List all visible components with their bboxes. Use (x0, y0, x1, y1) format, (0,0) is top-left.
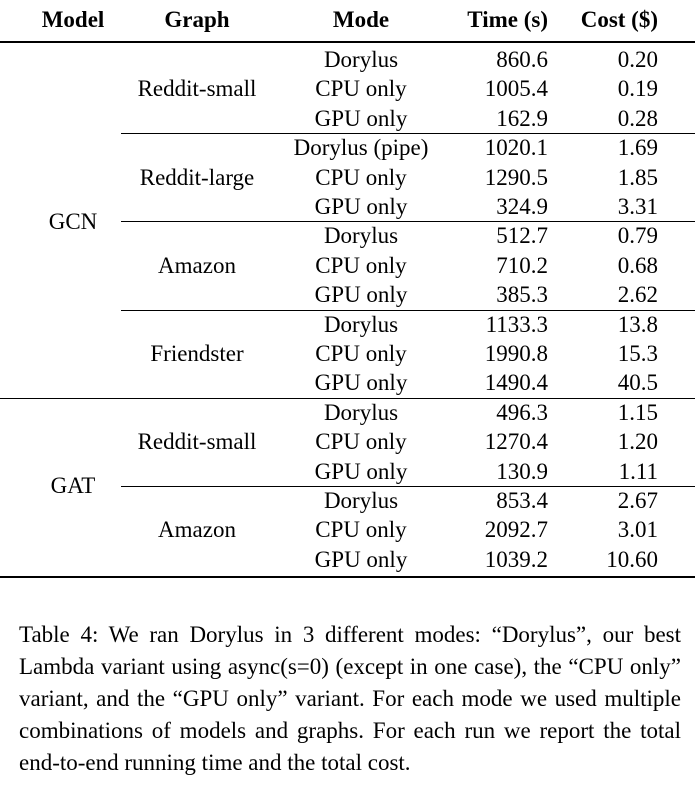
graph-separator (121, 133, 695, 135)
mode-cell: GPU only (314, 194, 408, 219)
cost-cell: 1.11 (618, 458, 658, 484)
time-cell: 1490.4 (484, 370, 548, 396)
model-label: GCN (48, 208, 98, 234)
cost-cell: 15.3 (617, 341, 658, 366)
mode-cell: Dorylus (323, 311, 399, 337)
time-cell: 162.9 (496, 105, 548, 131)
time-cell: 1133.3 (485, 311, 548, 337)
table-caption: Table 4: We ran Dorylus in 3 different m… (19, 622, 681, 775)
mode-cell: Dorylus (323, 223, 399, 249)
cost-cell: 3.31 (617, 194, 658, 219)
cost-cell: 10.60 (606, 546, 658, 572)
cost-cell: 0.28 (617, 105, 658, 131)
cost-cell: 1.20 (617, 429, 658, 455)
mode-cell: GPU only (314, 458, 408, 484)
graph-label: Amazon (158, 252, 236, 278)
header-model: Model (41, 7, 105, 32)
model-label: GAT (50, 473, 96, 499)
header-graph: Graph (164, 7, 230, 32)
cost-cell: 1.69 (617, 135, 658, 161)
mode-cell: Dorylus (323, 47, 399, 72)
cost-cell: 0.20 (617, 47, 658, 72)
time-cell: 324.9 (496, 194, 548, 219)
mode-cell: GPU only (314, 282, 408, 308)
mode-cell: GPU only (314, 105, 408, 131)
cost-cell: 0.68 (617, 252, 658, 278)
mode-cell: CPU only (315, 517, 407, 543)
time-cell: 385.3 (496, 282, 548, 308)
cost-cell: 3.01 (617, 517, 658, 543)
header-mode: Mode (332, 7, 390, 32)
mode-cell: Dorylus (pipe) (293, 135, 429, 161)
model-separator (0, 397, 695, 399)
time-cell: 1005.4 (484, 76, 548, 102)
time-cell: 710.2 (496, 252, 548, 278)
results-table: Model Graph Mode Time (s) Cost ($) Dorylus 860… (0, 7, 695, 579)
time-cell: 1990.8 (484, 341, 548, 366)
mode-cell: CPU only (315, 252, 407, 278)
mode-cell: Dorylus (323, 488, 399, 513)
time-cell: 860.6 (496, 47, 548, 72)
cost-cell: 13.8 (617, 311, 658, 337)
time-cell: 130.9 (496, 458, 548, 484)
cost-cell: 2.67 (617, 488, 658, 513)
graph-label: Amazon (158, 517, 236, 543)
header-time: Time (s) (467, 7, 548, 32)
time-cell: 1270.4 (484, 429, 548, 455)
time-cell: 1020.1 (484, 135, 548, 161)
mode-cell: GPU only (314, 370, 408, 396)
graph-label: Reddit-small (137, 429, 257, 455)
cost-cell: 2.62 (617, 282, 658, 308)
mode-cell: CPU only (315, 429, 407, 455)
header-cost: Cost ($) (580, 7, 658, 32)
mode-cell: CPU only (315, 341, 407, 366)
cost-cell: 1.15 (617, 399, 658, 425)
graph-separator (121, 309, 695, 311)
time-cell: 1039.2 (484, 546, 548, 572)
mode-cell: CPU only (315, 76, 407, 102)
mode-cell: Dorylus (323, 399, 399, 425)
cost-cell: 40.5 (617, 370, 658, 396)
mode-cell: CPU only (315, 164, 407, 190)
cost-cell: 1.85 (617, 164, 658, 190)
mode-cell: GPU only (314, 546, 408, 572)
time-cell: 512.7 (496, 223, 548, 249)
header-rule (0, 41, 695, 43)
graph-label: Reddit-large (139, 164, 255, 190)
time-cell: 2092.7 (484, 517, 548, 543)
cost-cell: 0.79 (617, 223, 658, 249)
cost-cell: 0.19 (617, 76, 658, 102)
time-cell: 853.4 (496, 488, 548, 513)
time-cell: 1290.5 (484, 164, 548, 190)
graph-label: Reddit-small (137, 76, 257, 102)
time-cell: 496.3 (496, 399, 548, 425)
graph-label: Friendster (150, 341, 244, 366)
graph-separator (121, 221, 695, 223)
graph-separator (121, 486, 695, 487)
bottom-rule (0, 576, 695, 579)
